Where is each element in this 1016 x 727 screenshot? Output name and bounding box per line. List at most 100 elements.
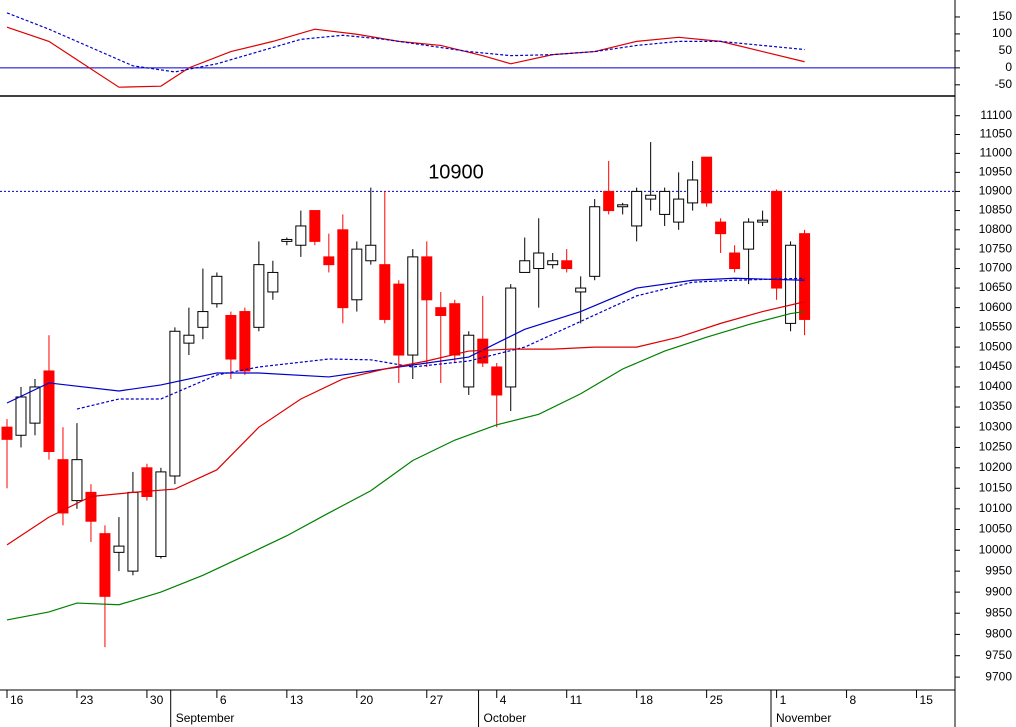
- candle-body: [617, 204, 629, 208]
- y-tick-label: 10100: [979, 501, 1013, 515]
- candle-body: [239, 311, 251, 372]
- candle-body: [15, 396, 27, 436]
- candle-body: [1, 426, 13, 440]
- y-tick-label: 10200: [979, 460, 1013, 474]
- candle-body: [435, 307, 447, 317]
- candle-body: [785, 244, 797, 324]
- candle-body: [267, 271, 279, 293]
- annotation-label: 10900: [428, 162, 484, 184]
- y-tick-label: 10650: [979, 280, 1013, 294]
- candle-body: [323, 256, 335, 266]
- candle-body: [757, 219, 769, 223]
- candle-body: [337, 229, 349, 309]
- month-label: October: [484, 711, 527, 725]
- x-tick-label: 23: [80, 693, 94, 707]
- y-tick-label: 10500: [979, 339, 1013, 353]
- y-tick-label: 10350: [979, 399, 1013, 413]
- x-tick-label: 4: [500, 693, 507, 707]
- candle-body: [295, 225, 307, 246]
- x-tick-label: 8: [850, 693, 857, 707]
- candle-body: [603, 190, 615, 212]
- candle-body: [351, 248, 363, 301]
- x-tick-label: 13: [290, 693, 304, 707]
- x-tick-label: 18: [640, 693, 654, 707]
- y-tick-label: 10050: [979, 522, 1013, 536]
- candle-body: [211, 275, 223, 305]
- y-tick-label: 10000: [979, 542, 1013, 556]
- y-tick-label: 10950: [979, 165, 1013, 179]
- y-tick-label: 10750: [979, 241, 1013, 255]
- x-tick-label: 16: [10, 693, 24, 707]
- candle-body: [197, 311, 209, 328]
- x-tick-label: 11: [570, 693, 583, 707]
- x-tick-label: 6: [220, 693, 227, 707]
- candle-body: [547, 260, 559, 266]
- candle-body: [519, 260, 531, 273]
- candle-body: [659, 190, 671, 215]
- candle-body: [687, 179, 699, 204]
- line-series: [6, 301, 805, 546]
- y-tick-label: 10850: [979, 203, 1013, 217]
- candle-body: [141, 467, 153, 497]
- candle-body: [281, 238, 293, 242]
- candle-body: [29, 386, 41, 424]
- y-tick-label: 10250: [979, 440, 1013, 454]
- x-tick-label: 1: [780, 693, 787, 707]
- candle-body: [449, 303, 461, 356]
- candle-body: [183, 334, 195, 344]
- y-tick-label: 10400: [979, 379, 1013, 393]
- y-tick-label: 9900: [985, 584, 1012, 598]
- candle-body: [771, 190, 783, 289]
- line-series: [6, 310, 805, 621]
- candle-body: [113, 545, 125, 553]
- y-tick-label: 9850: [985, 605, 1012, 619]
- candle-body: [71, 459, 83, 502]
- y-tick-label: 100: [992, 26, 1012, 40]
- candle-body: [575, 287, 587, 293]
- candle-body: [729, 252, 741, 270]
- y-tick-label: 11100: [980, 108, 1012, 122]
- candle-body: [99, 533, 111, 597]
- y-tick-label: 10800: [979, 222, 1013, 236]
- x-tick-label: 20: [360, 693, 374, 707]
- y-tick-label: 150: [992, 9, 1012, 23]
- y-tick-label: 50: [999, 43, 1013, 57]
- candle-body: [799, 233, 811, 320]
- x-tick-label: 27: [430, 693, 444, 707]
- y-tick-label: 10600: [979, 300, 1013, 314]
- candle-body: [673, 198, 685, 223]
- y-tick-label: 10300: [979, 419, 1013, 433]
- y-tick-label: 10150: [979, 480, 1013, 494]
- y-tick-label: 9950: [985, 563, 1012, 577]
- candle-body: [743, 221, 755, 250]
- y-tick-label: 11050: [980, 127, 1013, 141]
- line-series: [6, 277, 805, 404]
- candle-body: [169, 330, 181, 477]
- candle-body: [421, 256, 433, 301]
- x-tick-label: 30: [150, 693, 164, 707]
- y-tick-label: 9800: [985, 627, 1012, 641]
- x-tick-label: 15: [920, 693, 934, 707]
- candle-body: [309, 210, 321, 242]
- candle-body: [505, 287, 517, 388]
- y-tick-label: 10450: [979, 359, 1013, 373]
- candle-body: [127, 491, 139, 572]
- candle-body: [533, 252, 545, 270]
- y-tick-label: 0: [1005, 60, 1012, 74]
- candle-body: [645, 194, 657, 200]
- candle-body: [85, 491, 97, 522]
- candle-body: [491, 366, 503, 396]
- candle-body: [379, 264, 391, 320]
- line-series: [6, 12, 805, 73]
- month-label: November: [776, 711, 831, 725]
- y-tick-label: 9700: [985, 669, 1012, 683]
- y-tick-label: 10700: [979, 261, 1013, 275]
- candle-body: [407, 256, 419, 356]
- candle-body: [701, 156, 713, 204]
- candle-body: [589, 206, 601, 277]
- line-series: [76, 277, 805, 410]
- candle-body: [561, 260, 573, 270]
- y-tick-label: 9750: [985, 648, 1012, 662]
